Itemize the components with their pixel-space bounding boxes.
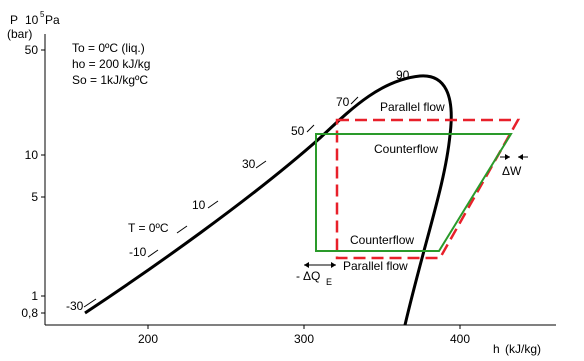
isotherm-label-30: 30 (242, 157, 256, 171)
label-counterflow-top: Counterflow (374, 142, 438, 156)
label-delta-qe-sub: E (326, 277, 332, 287)
delta-w-arrowhead-left (505, 154, 510, 160)
y-axis-label-exp-base: 10 (25, 13, 39, 27)
saturation-curve (84, 74, 453, 326)
x-tick-label-200: 200 (138, 332, 158, 346)
isotherm-label-90: 90 (396, 68, 410, 82)
label-delta-qe: ΔQ (303, 269, 320, 283)
x-tick-label-300: 300 (294, 332, 314, 346)
label-parallel-flow-bottom: Parallel flow (343, 259, 408, 273)
y-tick-label-0-8: 0,8 (21, 306, 38, 320)
y-axis-label-exponent: 5 (40, 10, 45, 19)
isotherm-mark--10 (147, 249, 159, 258)
isotherm-mark-0 (176, 225, 188, 234)
label-parallel-flow-top: Parallel flow (380, 100, 445, 114)
reference-line-2: ho = 200 kJ/kg (72, 57, 150, 71)
label-counterflow-bottom: Counterflow (350, 233, 414, 247)
y-tick-label-1: 1 (31, 289, 38, 303)
y-axis-label-p: P (10, 13, 18, 27)
isotherm-label-50: 50 (291, 124, 305, 138)
y-axis-label-bar: (bar) (7, 27, 32, 41)
x-axis-label-unit: (kJ/kg) (505, 342, 541, 356)
delta-qe-arrowhead-left (304, 262, 309, 268)
isotherm-label-10: 10 (192, 198, 206, 212)
isotherm-label--30: -30 (66, 299, 84, 313)
counterflow-cycle (315, 133, 513, 252)
x-tick-label-400: 400 (450, 332, 470, 346)
y-axis-label-unit: Pa (45, 13, 60, 27)
delta-qe-arrowhead-right (331, 262, 336, 268)
isotherm-mark-10 (207, 200, 219, 209)
isotherm-mark-30 (255, 160, 267, 169)
label-delta-w: ΔW (502, 164, 522, 178)
y-tick-label-50: 50 (25, 43, 39, 57)
y-tick-label-10: 10 (25, 148, 39, 162)
isotherm-mark--30 (83, 298, 97, 308)
x-axis-label-h: h (493, 342, 500, 356)
reference-line-1: To = 0ºC (liq.) (72, 41, 145, 55)
delta-w-arrowhead-right (518, 154, 523, 160)
isotherm-label-70: 70 (336, 95, 350, 109)
isotherm-label-0: T = 0ºC (128, 221, 169, 235)
y-tick-label-5: 5 (31, 190, 38, 204)
reference-line-3: So = 1kJ/kgºC (72, 73, 148, 87)
isotherm-mark-50 (306, 124, 315, 133)
isotherm-mark-70 (350, 96, 359, 105)
isotherm-label--10: -10 (129, 245, 147, 259)
label-delta-qe-sign: - (296, 269, 300, 283)
parallel-flow-cycle (335, 118, 521, 260)
